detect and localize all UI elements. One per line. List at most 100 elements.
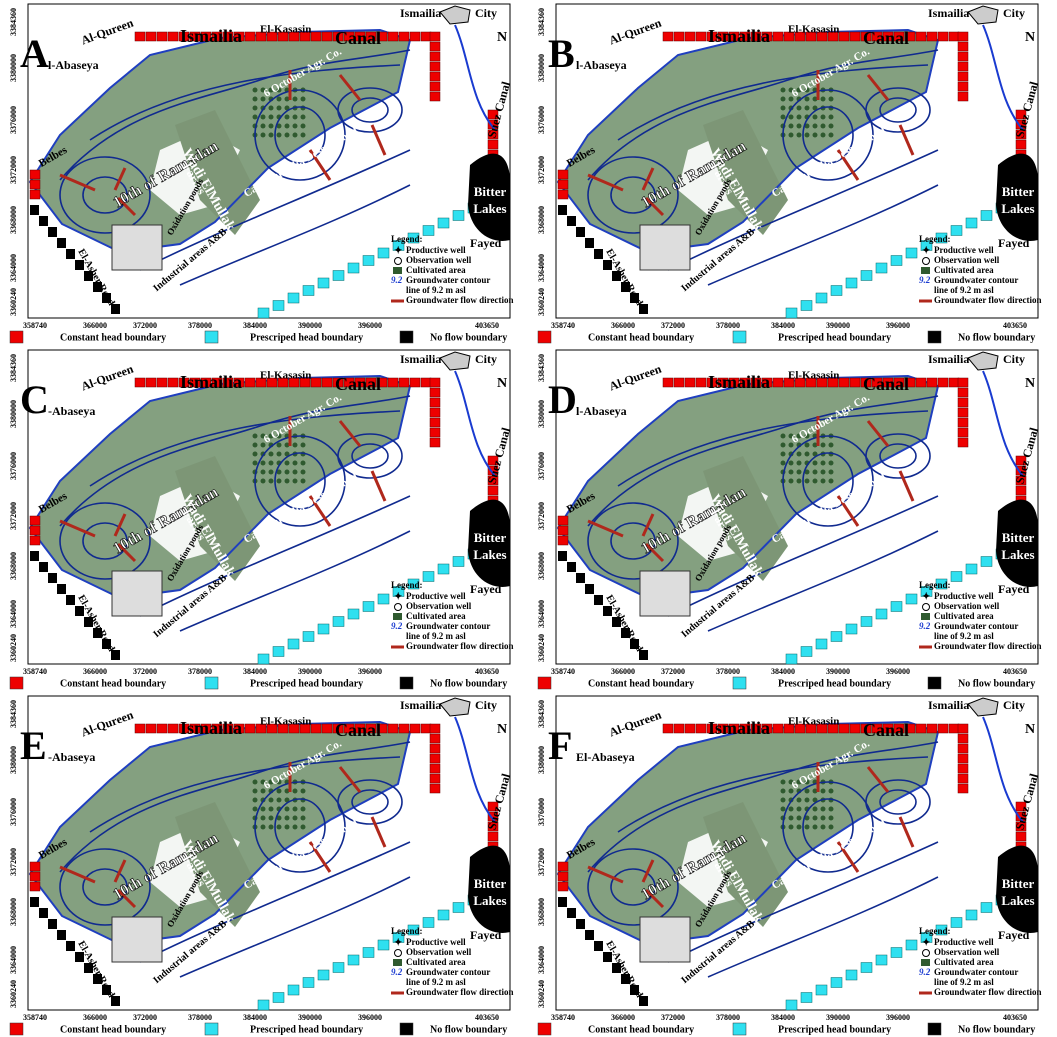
map-panel: BitterLakesC-AbaseyaAl-QureenIsmailiaEl-…: [9, 350, 514, 689]
legend-label: Cultivated area: [406, 265, 466, 275]
boundary-swatch: [733, 677, 746, 689]
x-tick-label: 390000: [826, 667, 850, 676]
constant-head-cell: [927, 32, 937, 41]
farm-dot: [293, 97, 298, 102]
prescribed-head-cell: [831, 286, 842, 296]
constant-head-cell: [663, 378, 673, 387]
prescribed-head-cell: [363, 948, 374, 958]
legend-label: Cultivated area: [406, 957, 466, 967]
constant-head-cell: [773, 724, 783, 733]
prescribed-head-cell: [981, 211, 992, 221]
constant-head-cell: [839, 724, 849, 733]
panel-letter: F: [548, 723, 572, 768]
no-flow-cell: [48, 227, 57, 237]
x-tick-label: 384000: [243, 667, 267, 676]
farm-dot: [285, 133, 290, 138]
y-tick-label: 3360240: [9, 288, 18, 316]
lake-label: Bitter: [1002, 184, 1035, 199]
legend-label: Observation well: [934, 947, 1000, 957]
farm-dot: [805, 825, 810, 830]
farm-dot: [277, 452, 282, 457]
legend-title: Legend:: [391, 926, 423, 936]
farm-dot: [781, 807, 786, 812]
no-flow-cell: [39, 908, 48, 918]
farm-dot: [813, 115, 818, 120]
lake-label: Bitter: [474, 876, 507, 891]
constant-head-cell: [1016, 140, 1026, 149]
place-label: Canal: [335, 720, 381, 740]
farm-dot: [301, 115, 306, 120]
farm-dot: [277, 789, 282, 794]
y-tick-label: 3380000: [9, 54, 18, 82]
place-label: City: [1003, 698, 1025, 712]
constant-head-cell: [958, 32, 968, 41]
farm-dot: [797, 452, 802, 457]
constant-head-cell: [958, 72, 968, 81]
y-tick-label: 3384360: [537, 8, 546, 36]
constant-head-cell: [839, 32, 849, 41]
farm-dot: [293, 807, 298, 812]
prescribed-head-cell: [288, 639, 299, 649]
prescribed-head-cell: [333, 271, 344, 281]
city-grid: [112, 571, 162, 616]
prescribed-head-cell: [438, 564, 449, 574]
y-tick-label: 3384360: [537, 700, 546, 728]
constant-head-cell: [958, 724, 968, 733]
boundary-label: Prescriped head boundary: [250, 678, 363, 689]
farm-dot: [797, 124, 802, 129]
prescribed-head-cell: [378, 594, 389, 604]
lake-label: Lakes: [1001, 893, 1034, 908]
constant-head-cell: [245, 378, 255, 387]
farm-dot: [821, 124, 826, 129]
constant-head-cell: [850, 724, 860, 733]
x-tick-label: 358740: [23, 667, 47, 676]
constant-head-cell: [430, 438, 440, 447]
y-tick-label: 3372000: [537, 502, 546, 530]
x-tick-label: 366000: [611, 1013, 635, 1022]
place-label: Ismailia: [180, 372, 242, 392]
farm-dot: [293, 479, 298, 484]
legend-label: Groundwater contour: [406, 967, 490, 977]
prescribed-head-cell: [378, 940, 389, 950]
constant-head-cell: [410, 32, 420, 41]
constant-head-cell: [850, 32, 860, 41]
no-flow-cell: [558, 551, 567, 561]
prescribed-head-cell: [363, 602, 374, 612]
prescribed-head-cell: [906, 248, 917, 258]
place-label: Canal: [335, 374, 381, 394]
prescribed-head-cell: [951, 572, 962, 582]
legend-label: Productive well: [934, 591, 994, 601]
place-label: Fayed: [470, 582, 502, 596]
no-flow-cell: [57, 584, 66, 594]
constant-head-cell: [938, 32, 948, 41]
boundary-label: Prescriped head boundary: [778, 1024, 891, 1035]
x-tick-label: 358740: [551, 667, 575, 676]
legend-label: Groundwater contour: [934, 621, 1018, 631]
farm-dot: [293, 115, 298, 120]
x-tick-label: 403650: [475, 321, 499, 330]
lake-label: Lakes: [473, 201, 506, 216]
farm-dot: [797, 798, 802, 803]
lake-label: Bitter: [474, 184, 507, 199]
prescribed-head-cell: [891, 256, 902, 266]
x-tick-label: 390000: [826, 1013, 850, 1022]
constant-head-cell: [927, 724, 937, 733]
farm-dot: [781, 789, 786, 794]
place-label: Ismailia: [400, 352, 441, 366]
map-panel: BitterLakesFEl-AbaseyaAl-QureenIsmailiaE…: [537, 696, 1042, 1035]
prescribed-head-cell: [846, 278, 857, 288]
farm-dot: [829, 97, 834, 102]
no-flow-cell: [639, 304, 648, 314]
y-tick-label: 3372000: [9, 156, 18, 184]
farm-dot: [789, 816, 794, 821]
prescribed-head-cell: [801, 993, 812, 1003]
legend-symbol: 9.2: [391, 621, 403, 631]
constant-head-cell: [30, 170, 40, 179]
farm-dot: [301, 479, 306, 484]
constant-head-cell: [410, 724, 420, 733]
farm-dot: [253, 106, 258, 111]
no-flow-cell: [111, 996, 120, 1006]
constant-head-cell: [157, 724, 167, 733]
farm-dot: [293, 470, 298, 475]
